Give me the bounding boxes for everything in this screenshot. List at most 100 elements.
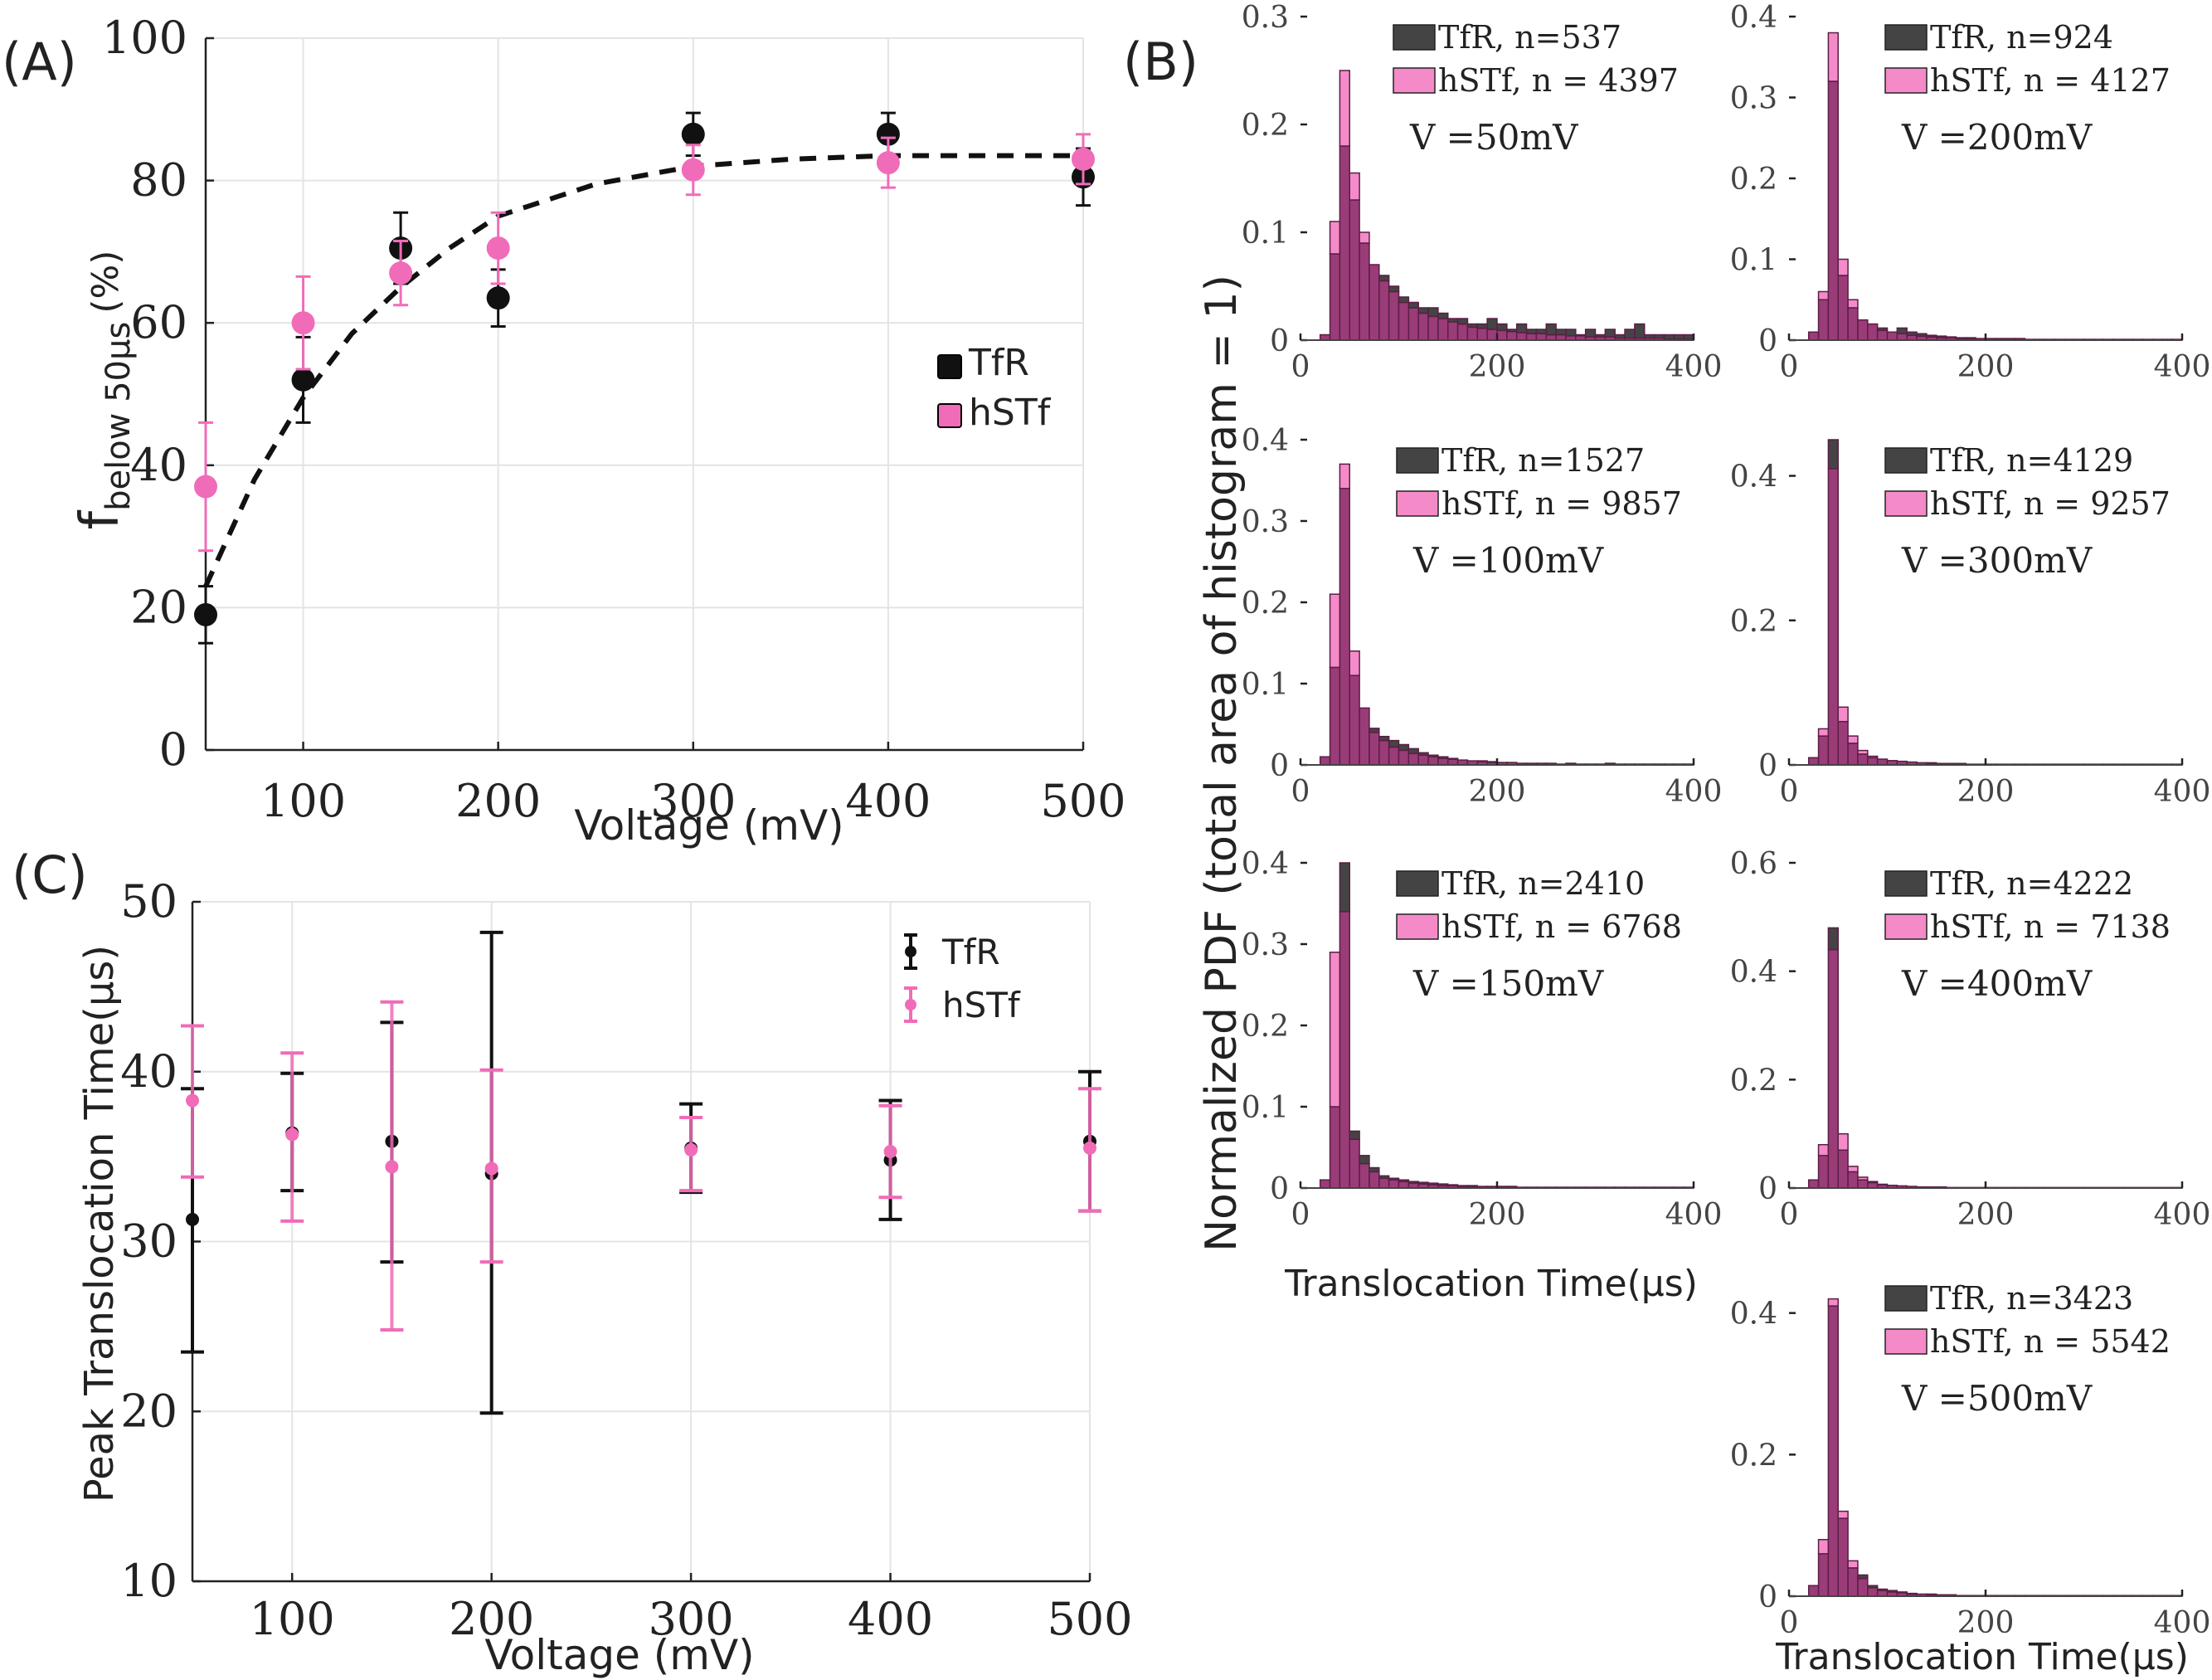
voltage-label: V =400mV (1901, 963, 2093, 1004)
y-tick-label: 0.4 (1242, 424, 1289, 458)
bar-tfr (2004, 338, 2016, 340)
data-point-hstf (389, 261, 413, 285)
bar-tfr (1427, 1182, 1439, 1186)
bar-overlap (1369, 1171, 1380, 1189)
bar-overlap (1417, 312, 1429, 341)
bar-tfr (1496, 323, 1508, 332)
bar-tfr (1565, 762, 1577, 765)
x-tick-label: 400 (2154, 1198, 2211, 1232)
voltage-label: V =150mV (1412, 963, 1604, 1004)
data-point-tfr (194, 602, 217, 626)
bar-hstf (1857, 1176, 1869, 1181)
y-tick-label: 0.6 (1730, 847, 1777, 881)
x-tick-label: 500 (1040, 775, 1125, 827)
legend-label-hstf: hSTf, n = 9257 (1930, 485, 2171, 522)
bar-tfr (1604, 329, 1616, 338)
y-tick-label: 0.3 (1242, 928, 1289, 962)
x-tick-label: 200 (455, 775, 541, 827)
bar-hstf (1827, 1298, 1839, 1307)
x-tick-label: 0 (1780, 775, 1799, 809)
bar-tfr (1388, 1177, 1400, 1181)
y-tick-label: 0.1 (1242, 1091, 1289, 1125)
histogram-v400: 0 0.2 0.4 0.6 0 200 400 TfR, n=4222 hSTf, n = 71… (1730, 847, 2211, 1232)
bar-overlap (1847, 743, 1859, 766)
bar-overlap (1535, 333, 1548, 341)
bar-hstf (1837, 706, 1849, 723)
bar-hstf (1817, 728, 1830, 737)
data-point-hstf (285, 1127, 299, 1142)
y-tick-label: 30 (120, 1215, 177, 1268)
legend-swatch-tfr (1396, 870, 1439, 897)
bar-overlap (1427, 315, 1439, 341)
legend-swatch-tfr (1884, 24, 1928, 51)
bar-overlap (1857, 1179, 1869, 1189)
bar-overlap (1456, 323, 1469, 341)
legend-label-hstf: hSTf, n = 6768 (1441, 908, 1682, 945)
panel-label-a: (A) (2, 32, 77, 92)
y-tick-label: 0 (1758, 749, 1777, 783)
bar-tfr (1955, 762, 1967, 765)
bar-tfr (1634, 323, 1646, 339)
y-tick-label: 0 (1758, 1580, 1777, 1614)
bar-overlap (1867, 1587, 1879, 1597)
x-tick-label: 200 (1957, 1198, 2015, 1232)
histogram-v50: 0 0.1 0.2 0.3 0 200 400 TfR, n=537 hSTf, n = 439… (1242, 1, 1723, 384)
bar-tfr (1535, 329, 1548, 334)
legend-label-hstf: hSTf, n = 5542 (1930, 1323, 2171, 1360)
bar-tfr (1407, 1181, 1419, 1184)
bar-overlap (1319, 1179, 1331, 1189)
histogram-v500: 0 0.2 0.4 0 200 400 TfR, n=3423 hSTf, n = 5542 V… (1730, 1280, 2211, 1640)
bar-overlap (1486, 329, 1498, 341)
x-axis-label-left: Translocation Time(µs) (1284, 1263, 1698, 1305)
bar-overlap (1847, 307, 1859, 341)
legend-label-tfr: TfR, n=1527 (1441, 442, 1645, 479)
bar-tfr (1466, 323, 1479, 329)
bar-tfr (1995, 338, 2006, 340)
bar-tfr (2014, 338, 2026, 340)
legend-marker-tfr (905, 946, 916, 957)
bar-tfr (1476, 760, 1488, 762)
bar-tfr (1398, 296, 1410, 304)
bar-tfr (1437, 312, 1449, 319)
bar-overlap (1329, 666, 1341, 766)
bar-overlap (1398, 1181, 1410, 1189)
legend-swatch-tfr (1884, 447, 1928, 474)
panel-b-histograms: (B) 0 0.1 0.2 0.3 0 200 400 TfR, n=537 hSTf, n = … (1123, 1, 2210, 1678)
bar-tfr (1926, 1593, 1937, 1596)
bar-overlap (1427, 756, 1439, 766)
voltage-label: V =500mV (1901, 1378, 2093, 1419)
bar-overlap (1359, 1162, 1370, 1189)
legend-label-tfr: TfR, n=537 (1438, 19, 1621, 56)
bar-tfr (1653, 334, 1665, 339)
bar-overlap (1437, 318, 1449, 341)
bar-tfr (1906, 1592, 1918, 1595)
y-tick-label: 0.2 (1730, 1439, 1777, 1473)
bar-tfr (1417, 752, 1429, 756)
bar-hstf (1837, 1510, 1849, 1519)
bar-overlap (1359, 242, 1370, 341)
bar-overlap (1876, 758, 1889, 766)
y-tick-label: 0.4 (1242, 847, 1289, 881)
bar-overlap (1807, 1179, 1820, 1189)
legend-swatch-hstf (1396, 913, 1439, 940)
bar-hstf (1857, 749, 1869, 755)
bar-overlap (1827, 80, 1839, 341)
bar-hstf (1847, 735, 1859, 744)
y-tick-label: 0.1 (1730, 244, 1777, 278)
bar-tfr (1644, 334, 1655, 339)
bar-hstf (1359, 231, 1370, 244)
legend-label-tfr: TfR, n=924 (1930, 19, 2113, 56)
bar-tfr (1437, 756, 1449, 759)
y-axis-label: Normalized PDF (total area of histogram … (1197, 275, 1247, 1252)
bar-overlap (1857, 1577, 1869, 1597)
bar-tfr (1614, 334, 1626, 339)
x-axis-label: Voltage (mV) (574, 801, 843, 850)
y-tick-label: 0.2 (1242, 587, 1289, 621)
legend-swatch-tfr (937, 354, 962, 379)
y-tick-label: 0.4 (1730, 956, 1777, 990)
bar-tfr (1417, 307, 1429, 314)
bar-tfr (1378, 275, 1390, 282)
y-axis-label-unit: (%) (85, 251, 127, 314)
bar-hstf (1339, 463, 1351, 489)
bar-overlap (1807, 1585, 1820, 1597)
